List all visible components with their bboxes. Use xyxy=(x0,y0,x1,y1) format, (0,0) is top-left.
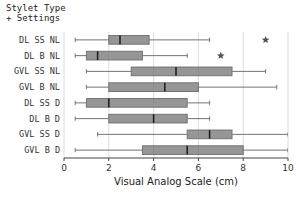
x-tick-label: 10 xyxy=(282,163,294,173)
cap-low xyxy=(97,132,98,136)
whisker-low xyxy=(75,150,142,151)
category-label: GVL SS NL xyxy=(14,66,60,76)
cap-high xyxy=(265,69,266,73)
x-tick xyxy=(243,158,244,161)
category-label: DL B NL xyxy=(24,51,60,61)
median xyxy=(209,130,211,139)
cap-high xyxy=(288,132,289,136)
x-tick-label: 6 xyxy=(196,163,202,173)
x-tick xyxy=(198,158,199,161)
category-label: GVL B NL xyxy=(19,82,60,92)
median xyxy=(153,114,155,123)
cap-low xyxy=(75,116,76,120)
box xyxy=(109,114,187,123)
x-tick xyxy=(153,158,154,161)
box xyxy=(131,67,232,76)
x-tick xyxy=(108,158,109,161)
cap-high xyxy=(209,38,210,42)
category-label: GVL B D xyxy=(24,145,60,155)
box xyxy=(187,130,232,139)
cap-high xyxy=(209,116,210,120)
median xyxy=(186,146,188,155)
grid-line xyxy=(288,32,289,158)
grid-line xyxy=(64,32,65,158)
median xyxy=(108,99,110,108)
flier xyxy=(217,52,225,59)
cap-low xyxy=(86,69,87,73)
chart: 0 2 4 6 8 10 Visual Analog Scale (cm) Stylet Ty… xyxy=(0,0,300,197)
cap-low xyxy=(86,85,87,89)
box xyxy=(109,83,199,92)
whisker-low xyxy=(86,87,108,88)
category-label: DL B D xyxy=(29,114,60,124)
whisker-high xyxy=(232,71,266,72)
whisker-low xyxy=(75,55,86,56)
category-label: GVL SS D xyxy=(19,129,60,139)
box xyxy=(86,99,187,108)
whisker-high xyxy=(187,118,209,119)
box xyxy=(86,51,142,60)
cap-high xyxy=(187,53,188,57)
whisker-high xyxy=(142,55,187,56)
flier xyxy=(262,36,270,43)
cap-low xyxy=(75,148,76,152)
category-label: DL SS D xyxy=(24,98,60,108)
whisker-high xyxy=(149,39,209,40)
median xyxy=(97,51,99,60)
whisker-high xyxy=(243,150,288,151)
x-tick xyxy=(64,158,65,161)
median xyxy=(119,36,121,45)
whisker-low xyxy=(98,134,188,135)
x-tick-label: 0 xyxy=(61,163,67,173)
grid-line xyxy=(243,32,244,158)
median xyxy=(164,83,166,92)
whisker-high xyxy=(232,134,288,135)
cap-low xyxy=(75,53,76,57)
x-tick-label: 4 xyxy=(151,163,157,173)
whisker-high xyxy=(187,102,209,103)
cap-high xyxy=(288,148,289,152)
cap-low xyxy=(75,38,76,42)
whisker-low xyxy=(75,39,109,40)
whisker-low xyxy=(86,71,131,72)
y-axis-label-line: Stylet Type xyxy=(6,3,66,13)
y-axis-label: Stylet Type+ Settings xyxy=(6,3,66,23)
boxes xyxy=(75,36,288,155)
x-axis-label: Visual Analog Scale (cm) xyxy=(114,176,238,187)
category-label: DL SS NL xyxy=(19,35,60,45)
cap-high xyxy=(276,85,277,89)
cap-high xyxy=(209,101,210,105)
grid-line xyxy=(153,32,154,158)
whisker-low xyxy=(75,102,86,103)
x-axis-line xyxy=(64,158,288,159)
cap-low xyxy=(75,101,76,105)
x-tick-label: 2 xyxy=(106,163,112,173)
box xyxy=(109,36,149,45)
box xyxy=(142,146,243,155)
whisker-low xyxy=(75,118,109,119)
x-tick-label: 8 xyxy=(240,163,246,173)
x-tick xyxy=(288,158,289,161)
whisker-high xyxy=(198,87,276,88)
y-axis-label-line: + Settings xyxy=(6,13,60,23)
median xyxy=(175,67,177,76)
